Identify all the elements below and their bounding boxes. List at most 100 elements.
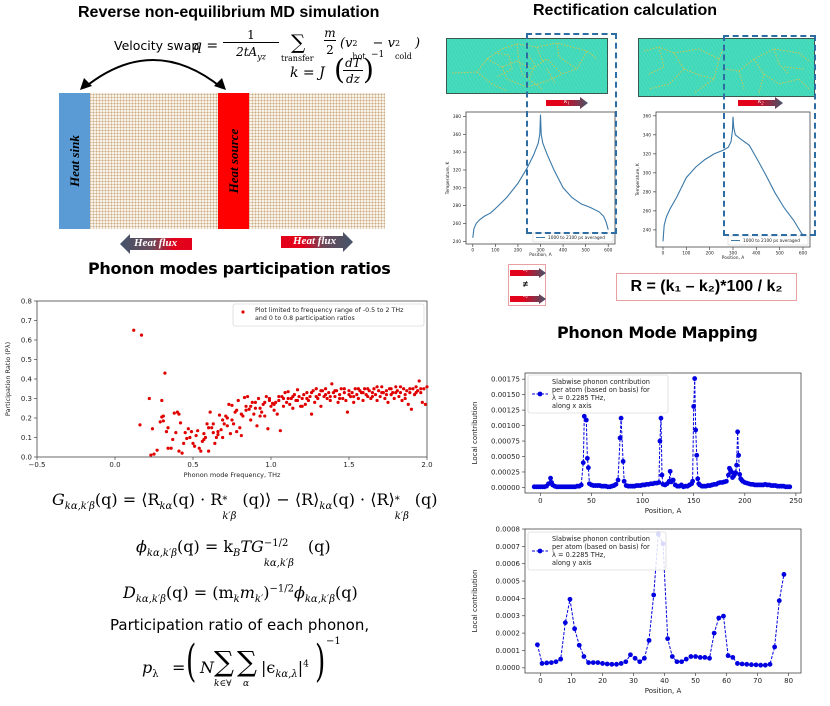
x-tick-label: 2.0: [421, 461, 432, 469]
scatter-point: [189, 430, 194, 434]
scatter-point: [324, 387, 328, 391]
scatter-point: [225, 424, 229, 428]
x-axis-label: Position, A: [722, 255, 744, 261]
eq-D-rhs: (q) = (m: [165, 583, 234, 602]
scatter-point: [414, 385, 418, 389]
mode-point: [544, 660, 550, 666]
mode-point: [733, 470, 738, 475]
mode-point: [762, 662, 768, 668]
scatter-point: [238, 426, 242, 430]
eq-phi-end: (q): [307, 537, 331, 556]
arrow-right-icon: [738, 97, 783, 109]
eq-G-sub: kα,k′β: [64, 501, 95, 513]
mode-point: [693, 427, 699, 433]
mode-point: [683, 656, 689, 662]
eq-D-close: ): [263, 583, 270, 602]
eq-G-rhs: (q) = ⟨R: [94, 490, 160, 509]
mode-point: [721, 613, 726, 619]
y-tick-label: 300: [453, 185, 461, 191]
eq-G-r3-sub: kα: [319, 501, 333, 513]
scatter-point: [339, 387, 343, 391]
eq-p-abs-close: |: [297, 658, 304, 677]
mode-point: [725, 653, 731, 659]
y-tick-label: 0.0004: [496, 595, 521, 603]
scatter-point: [216, 432, 220, 437]
eq-q-frac1-den: 2tAyz: [223, 45, 279, 61]
eq-p-paren-close: ): [315, 636, 326, 687]
mode-point: [744, 661, 750, 667]
scatter-point: [166, 446, 170, 450]
heat-source-label: Heat source: [225, 128, 241, 194]
mode-point: [692, 376, 698, 381]
y-tick-label: 0.0008: [496, 525, 521, 533]
eq-q-paren-open: (v: [340, 36, 353, 51]
scatter-point: [291, 394, 295, 399]
mode-point: [739, 661, 745, 667]
mode-point: [641, 655, 647, 661]
y-tick-label: 320: [643, 151, 651, 157]
mode-point: [667, 468, 673, 474]
legend-text-line: along x axis: [552, 402, 592, 410]
scatter-point: [423, 402, 428, 406]
legend-box: [727, 235, 809, 246]
eq-k-paren-open: (: [334, 53, 345, 86]
scatter-point: [275, 412, 279, 416]
scatter-point: [356, 387, 360, 391]
mode-point: [578, 482, 584, 488]
scatter-point: [272, 408, 276, 412]
scatter-point: [309, 391, 314, 395]
right-half-highlight-2: [723, 35, 816, 236]
mode-point: [604, 661, 610, 667]
y-tick-label: 0.0006: [496, 560, 521, 568]
grain-boundaries-2: [643, 46, 810, 94]
equation-participation-ratio: pλ = ( N ∑ k∈∀ ∑ α |ϵkα,λ|4 ) −1: [140, 636, 341, 700]
scatter-point: [255, 424, 259, 428]
scatter-point: [313, 400, 317, 404]
mode-point: [690, 478, 696, 484]
y-tick-label: 0.7: [21, 317, 32, 325]
eq-phi-g-sub: kα,k′β: [263, 558, 294, 569]
y-tick-label: 360: [643, 113, 651, 119]
scatter-point: [295, 388, 300, 392]
y-tick-label: 0.0005: [496, 577, 521, 585]
mode-point: [674, 659, 680, 665]
y-tick-label: 0.00050: [491, 453, 520, 461]
scatter-point: [295, 398, 300, 403]
x-tick-label: 50: [691, 677, 700, 685]
rectification-title: Rectification calculation: [533, 2, 718, 19]
mode-point: [646, 637, 652, 643]
scatter-point: [247, 407, 251, 411]
scatter-point: [182, 441, 186, 445]
eq-G-mid3: (q) · ⟨R⟩: [332, 490, 395, 509]
k2-small-label: k₂: [523, 293, 528, 299]
scatter-point: [325, 396, 329, 401]
y-tick-label: 0.5: [21, 356, 32, 364]
scatter-point: [394, 385, 398, 389]
mode-point: [748, 662, 754, 668]
scatter-point: [249, 404, 253, 408]
scatter-point: [317, 393, 321, 397]
y-tick-label: 0.8: [21, 297, 32, 305]
x-tick-label: 50: [587, 497, 596, 505]
eq-p-sum2: ∑: [237, 645, 257, 678]
k1-arrow-label: k₁: [564, 97, 570, 105]
scatter-point: [235, 408, 239, 412]
eq-p-N: N: [200, 658, 214, 677]
eq-p-lhs: pλ: [142, 658, 159, 680]
legend-text-line: Slabwise phonon contribution: [552, 535, 650, 543]
legend-marker: [537, 391, 543, 397]
mode-point: [535, 642, 540, 648]
legend-text-line: Slabwise phonon contribution: [552, 378, 650, 386]
scatter-point: [277, 398, 281, 403]
scatter-point: [389, 387, 393, 391]
scatter-point: [319, 404, 323, 408]
scatter-point: [228, 432, 233, 436]
scatter-point: [244, 404, 248, 408]
scatter-point: [405, 389, 409, 393]
y-tick-label: 0.0001: [496, 647, 521, 655]
arrow-right-icon: [510, 268, 546, 278]
scatter-point: [221, 435, 225, 440]
scatter-point: [249, 418, 253, 422]
mode-point: [558, 656, 564, 662]
mode-point: [584, 455, 590, 461]
